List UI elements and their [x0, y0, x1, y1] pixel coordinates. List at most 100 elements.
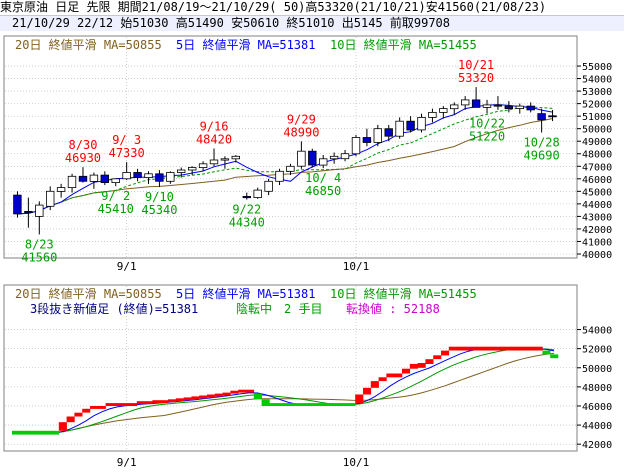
annotation-high-date: 9/29 [287, 112, 316, 126]
brick-up [144, 401, 153, 405]
annotation-high-value: 46930 [65, 151, 101, 165]
annotation-low-date: 9/10 [145, 190, 174, 204]
break-ma20-line [15, 352, 555, 434]
price-y-tick-label: 47000 [582, 162, 612, 173]
annotation-low-value: 49690 [524, 149, 560, 163]
candle-up [275, 170, 284, 182]
brick-up [370, 381, 379, 388]
brick-down [27, 430, 36, 435]
brick-up [472, 346, 481, 351]
brick-up [152, 400, 161, 404]
price-y-tick-label: 46000 [582, 175, 612, 186]
break-y-tick-label: 50000 [582, 364, 612, 375]
candle-up [340, 153, 350, 160]
price-panel-frame [3, 35, 578, 259]
price-y-tick-label: 52000 [582, 100, 612, 111]
candle-up [122, 172, 131, 180]
candle-up [297, 150, 306, 167]
brick-down [12, 430, 21, 435]
candle-down [78, 175, 88, 182]
candle-down [13, 194, 22, 215]
brick-up [90, 406, 99, 409]
brick-down [261, 399, 270, 406]
candle-up [176, 169, 186, 173]
brick-up [534, 346, 543, 351]
brick-up [441, 350, 450, 356]
break-ma10-line [15, 348, 555, 434]
break-legend-ma20: 20日 終値平滑 MA=50855 [15, 286, 162, 301]
brick-down [292, 403, 301, 406]
break-x-tick-label: 10/1 [343, 456, 370, 469]
price-y-tick-label: 45000 [582, 187, 612, 198]
price-y-tick-label: 42000 [582, 225, 612, 236]
brick-down [269, 403, 278, 406]
brick-up [97, 406, 106, 409]
brick-down [339, 403, 348, 406]
brick-up [519, 346, 528, 351]
price-y-tick-label: 49000 [582, 137, 612, 148]
price-candles [13, 87, 557, 235]
annotation-high-value: 48990 [283, 125, 319, 139]
brick-up [113, 403, 122, 406]
annotation-low-value: 51220 [469, 129, 505, 143]
brick-up [526, 346, 535, 351]
brick-down [347, 403, 356, 406]
brick-down [19, 430, 28, 435]
brick-down [51, 430, 60, 435]
annotation-low-date: 10/ 4 [305, 171, 341, 185]
brick-up [417, 363, 426, 368]
price-x-axis: 9/1 10/1 [117, 260, 370, 273]
brick-down [300, 403, 309, 406]
brick-up [495, 346, 504, 351]
candle-up [482, 104, 492, 108]
brick-up [238, 389, 247, 393]
brick-down [285, 403, 294, 406]
break-info-label: 3段抜き新値足 (終値)=51381 [30, 301, 198, 316]
brick-down [308, 403, 317, 406]
candle-up [198, 163, 208, 169]
price-y-tick-label: 53000 [582, 87, 612, 98]
break-info-reversal: 転換値 : 52188 [346, 301, 440, 316]
brick-up [433, 355, 442, 360]
candle-down [24, 210, 33, 214]
brick-down [253, 393, 262, 400]
candle-up [351, 137, 361, 155]
candle-down [493, 104, 503, 107]
brick-down [277, 403, 286, 406]
annotation-high-date: 9/ 3 [112, 133, 141, 147]
brick-up [402, 368, 411, 374]
candle-down [504, 105, 513, 109]
price-x-tick-label: 10/1 [343, 260, 370, 273]
break-y-tick-label: 42000 [582, 440, 612, 451]
price-y-tick-label: 40000 [582, 250, 612, 261]
brick-up [363, 387, 372, 395]
annotation-high-date: 9/16 [200, 119, 229, 133]
break-info-step: 2 手目 [284, 302, 322, 316]
brick-up [121, 403, 130, 406]
brick-up [480, 346, 489, 351]
candle-up [35, 204, 44, 217]
break-legend-ma10: 10日 終値平滑 MA=51455 [330, 286, 477, 301]
candle-up [286, 165, 295, 172]
brick-down [331, 403, 340, 406]
candle-down [384, 128, 393, 137]
brick-up [66, 416, 75, 423]
brick-down [542, 350, 551, 355]
break-moving-averages [15, 348, 555, 434]
brick-up [456, 346, 465, 351]
annotation-high-value: 48420 [196, 132, 232, 146]
brick-up [129, 403, 138, 406]
candle-up [417, 117, 426, 131]
annotation-low-date: 10/22 [469, 116, 505, 130]
candle-down [406, 120, 415, 131]
price-y-tick-label: 43000 [582, 212, 612, 223]
candle-up [111, 178, 120, 184]
price-x-tick-label: 9/1 [117, 260, 137, 273]
break-x-tick-label: 9/1 [117, 456, 137, 469]
annotation-low-date: 8/23 [25, 237, 54, 251]
brick-up [503, 346, 512, 351]
candle-down [155, 173, 164, 182]
